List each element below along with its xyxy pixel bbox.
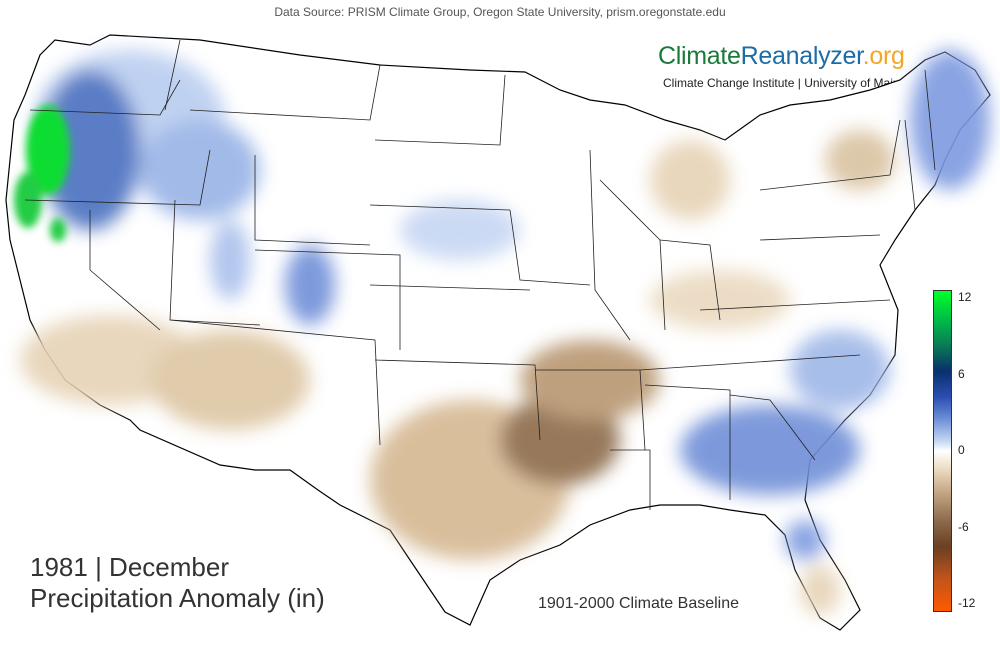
plains-wet-area bbox=[400, 200, 520, 260]
brand-reanalyzer: Reanalyzer bbox=[740, 42, 863, 70]
colorbar-tick: 12 bbox=[958, 290, 972, 304]
map-title: 1981 | December Precipitation Anomaly (i… bbox=[30, 552, 325, 614]
colorbar-tick: 6 bbox=[958, 367, 965, 381]
michigan-dry-area bbox=[650, 140, 730, 220]
state-borders bbox=[24, 39, 936, 510]
southeast-wet-area bbox=[680, 405, 860, 495]
colorbar-tick: 0 bbox=[958, 443, 965, 457]
data-source-text: Data Source: PRISM Climate Group, Oregon… bbox=[274, 5, 726, 19]
colorbar-tick: -12 bbox=[958, 596, 976, 610]
brand-logo[interactable]: ClimateReanalyzer.org bbox=[658, 42, 905, 71]
new-england-wet-area bbox=[910, 50, 990, 190]
baseline-label: 1901-2000 Climate Baseline bbox=[538, 595, 740, 612]
brand-climate: Climate bbox=[658, 42, 741, 70]
oregon-green-area bbox=[26, 105, 70, 195]
title-year-month: 1981 | December bbox=[30, 552, 229, 582]
title-variable: Precipitation Anomaly (in) bbox=[30, 583, 325, 613]
southwest-dry-area bbox=[150, 330, 310, 430]
colorbar bbox=[933, 290, 952, 612]
new-york-dry-area bbox=[825, 130, 895, 190]
colorado-wet-area bbox=[285, 245, 335, 325]
brand-org: .org bbox=[862, 42, 905, 70]
colorbar-tick: -6 bbox=[958, 520, 969, 534]
institute-text: Climate Change Institute | University of… bbox=[663, 76, 907, 90]
